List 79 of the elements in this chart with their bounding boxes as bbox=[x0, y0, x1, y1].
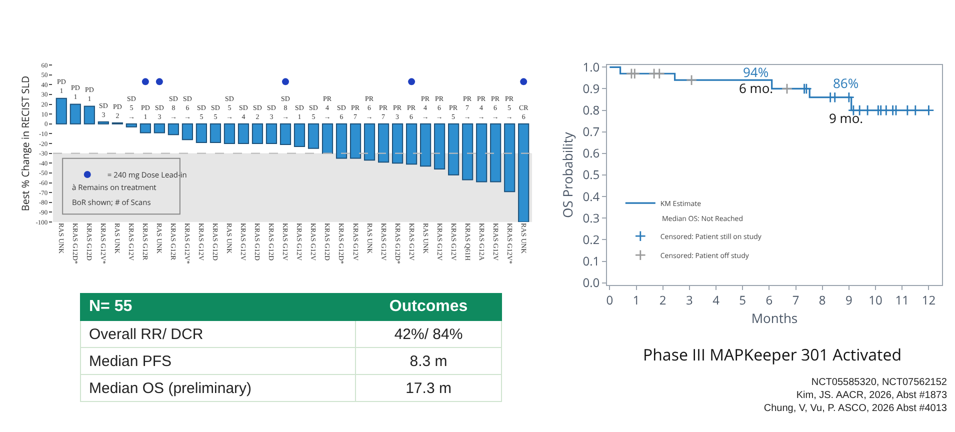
bar bbox=[322, 123, 334, 154]
y-tick-label: 0.1 bbox=[582, 252, 600, 270]
bar bbox=[252, 123, 264, 144]
y-axis-title: Best % Change in RECIST SLD bbox=[18, 76, 32, 212]
bar bbox=[196, 123, 207, 144]
text: Chung, V, Vu, P. ASCO, 2026 Abst #4013 bbox=[762, 402, 947, 415]
x-tick-label: 5 bbox=[739, 291, 746, 308]
annotation: 86% bbox=[833, 74, 859, 92]
bar bbox=[420, 123, 432, 167]
x-tick-label: 10 bbox=[868, 291, 883, 308]
bar bbox=[434, 123, 446, 170]
y-tick-label: 0.7 bbox=[582, 123, 600, 140]
text: 17.3 m bbox=[356, 374, 502, 402]
point bbox=[654, 68, 665, 80]
point bbox=[629, 68, 640, 80]
bar bbox=[210, 123, 222, 144]
y-tick-label: 0.4 bbox=[582, 188, 600, 205]
bar bbox=[336, 123, 348, 159]
y-tick-label: 0.0 bbox=[582, 274, 600, 292]
bar bbox=[406, 123, 418, 165]
text: N= 55 bbox=[80, 294, 356, 320]
bar bbox=[168, 123, 179, 136]
text: Median PFS bbox=[80, 348, 356, 374]
bar bbox=[126, 123, 137, 128]
annotation: 6 mo. bbox=[739, 79, 774, 97]
annotation: 94% bbox=[743, 63, 769, 81]
x-tick-label: 11 bbox=[895, 291, 909, 308]
bar bbox=[476, 123, 488, 182]
x-axis-title: Months bbox=[751, 309, 798, 327]
x-tick-label: 6 bbox=[766, 291, 773, 308]
bar bbox=[350, 123, 362, 159]
text: Outcomes bbox=[356, 294, 502, 320]
bar bbox=[182, 123, 193, 140]
y-tick-label: 1.0 bbox=[582, 58, 600, 76]
bar bbox=[490, 123, 502, 182]
bar bbox=[518, 123, 530, 222]
bar bbox=[392, 123, 404, 164]
bar bbox=[224, 123, 236, 144]
bar bbox=[70, 104, 81, 124]
x-tick-label: 3 bbox=[686, 291, 693, 308]
y-tick-label: 0.3 bbox=[582, 209, 600, 226]
bar bbox=[364, 123, 376, 161]
bar bbox=[504, 123, 516, 192]
text: NCT05585320, NCT07562152 bbox=[810, 376, 947, 389]
annotation: 9 mo. bbox=[829, 109, 864, 127]
text: Kim, JS. AACR, 2026, Abst #1873 bbox=[795, 389, 947, 402]
bar bbox=[266, 123, 278, 144]
bar bbox=[462, 123, 474, 180]
x-tick-label: 8 bbox=[818, 291, 826, 308]
bar bbox=[280, 123, 292, 145]
x-tick-label: 9 bbox=[846, 291, 853, 308]
bar bbox=[448, 123, 460, 176]
y-axis-title: OS Probability bbox=[558, 132, 577, 218]
x-tick-label: 12 bbox=[922, 291, 936, 308]
y-tick-label: 0.9 bbox=[582, 80, 600, 97]
point bbox=[781, 83, 793, 94]
x-tick-label: 7 bbox=[792, 291, 800, 308]
bar bbox=[294, 123, 306, 147]
bar bbox=[378, 123, 390, 163]
y-tick-label: 0.5 bbox=[582, 166, 600, 184]
text: 8.3 m bbox=[356, 348, 502, 374]
bar bbox=[56, 98, 67, 124]
x-tick-label: 1 bbox=[632, 291, 640, 308]
y-tick-label: 0.6 bbox=[582, 144, 600, 162]
bar bbox=[238, 123, 250, 144]
text: Overall RR/ DCR bbox=[80, 320, 356, 348]
y-tick-label: 0.8 bbox=[582, 101, 600, 118]
bar bbox=[308, 123, 320, 149]
text: Phase III MAPKeeper 301 Activated bbox=[642, 343, 902, 366]
text: Median OS (preliminary) bbox=[80, 374, 356, 402]
y-tick-label: 0.2 bbox=[582, 230, 600, 248]
bar bbox=[140, 123, 151, 134]
text: 42%/ 84% bbox=[356, 320, 502, 348]
x-tick-label: 0 bbox=[606, 291, 614, 308]
x-tick-label: 2 bbox=[659, 291, 666, 308]
bar bbox=[154, 123, 165, 134]
x-tick-label: 4 bbox=[712, 291, 720, 308]
bar bbox=[84, 106, 95, 124]
point bbox=[686, 74, 698, 86]
